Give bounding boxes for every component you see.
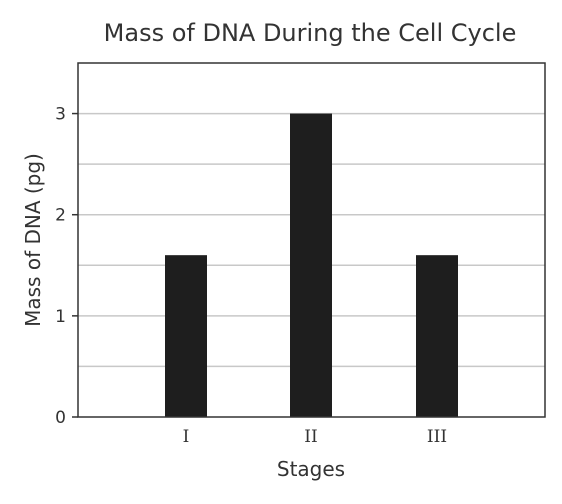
chart-title: Mass of DNA During the Cell Cycle xyxy=(104,19,517,47)
bar-I xyxy=(165,255,207,417)
x-tick-label: I xyxy=(183,427,190,447)
x-axis-label: Stages xyxy=(277,457,345,481)
x-tick-label: II xyxy=(304,427,317,447)
y-tick-label: 1 xyxy=(55,307,66,327)
y-tick-label: 3 xyxy=(55,105,66,125)
bar-III xyxy=(416,255,458,417)
y-axis-label: Mass of DNA (pg) xyxy=(21,153,45,327)
y-tick-label: 0 xyxy=(55,408,66,428)
x-tick-label: III xyxy=(427,427,447,447)
bar-II xyxy=(290,113,332,418)
x-tick-labels: I II III xyxy=(183,427,447,447)
bars xyxy=(165,113,458,418)
y-tick-label: 2 xyxy=(55,206,66,226)
plot-area-frame xyxy=(77,62,546,418)
y-tick-labels: 0 1 2 3 xyxy=(55,105,78,428)
